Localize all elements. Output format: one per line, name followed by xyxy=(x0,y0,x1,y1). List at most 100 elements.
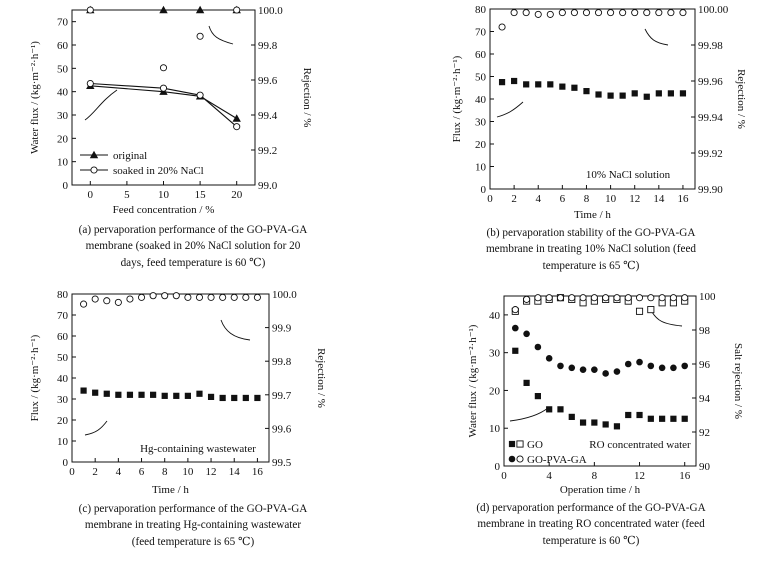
y-tick-label: 40 xyxy=(489,310,501,322)
data-point xyxy=(137,293,146,301)
x-tick-label: 4 xyxy=(535,193,541,205)
data-point xyxy=(92,389,99,396)
data-point xyxy=(173,392,180,399)
x-axis-label: Feed concentration / % xyxy=(113,204,215,216)
data-point xyxy=(636,411,643,419)
data-point xyxy=(195,293,204,301)
data-point xyxy=(655,90,662,97)
y-tick-label: 10 xyxy=(475,162,487,174)
y2-tick-label: 99.7 xyxy=(272,390,292,402)
caption-line: (a) pervaporation performance of the GO-… xyxy=(79,224,308,236)
plot-frame xyxy=(503,295,697,467)
arrow-pointer xyxy=(651,311,683,327)
arrow-pointer xyxy=(84,420,108,436)
data-point xyxy=(591,419,598,426)
x-tick-label: 14 xyxy=(653,193,665,205)
y2-tick-label: 99.0 xyxy=(258,180,278,192)
data-point xyxy=(667,90,674,97)
data-point xyxy=(126,295,134,303)
legend-marker xyxy=(90,166,98,174)
x-tick-label: 0 xyxy=(487,193,493,205)
x-tick-label: 16 xyxy=(679,470,691,482)
data-point xyxy=(579,366,587,373)
caption-line: temperature is 60 ℃) xyxy=(543,535,640,547)
data-point xyxy=(545,294,553,302)
y2-axis-label: Rejection / % xyxy=(315,348,327,408)
y-tick-label: 0 xyxy=(481,184,487,196)
y-tick-label: 80 xyxy=(475,4,487,16)
data-point xyxy=(510,9,518,17)
data-point xyxy=(523,295,531,303)
y2-tick-label: 99.90 xyxy=(698,184,723,196)
y-tick-label: 40 xyxy=(57,373,69,385)
data-point xyxy=(150,391,157,398)
data-point xyxy=(253,293,261,301)
caption-line: membrane in treating 10% NaCl solution (… xyxy=(486,243,696,255)
y-tick-label: 70 xyxy=(57,310,69,322)
legend-marker xyxy=(516,440,524,448)
y-tick-label: 40 xyxy=(475,94,487,106)
y2-tick-label: 99.2 xyxy=(258,145,277,157)
data-point xyxy=(184,392,191,399)
y2-axis-label: Salt rejection / % xyxy=(732,343,744,419)
y-tick-label: 30 xyxy=(475,117,487,129)
data-point xyxy=(159,64,168,72)
y2-tick-label: 99.92 xyxy=(698,148,723,160)
y2-tick-label: 90 xyxy=(699,461,711,473)
arrow-pointer xyxy=(208,25,234,45)
x-axis-label: Operation time / h xyxy=(560,484,641,496)
data-point xyxy=(647,415,654,422)
data-point xyxy=(138,391,145,398)
x-tick-label: 12 xyxy=(629,193,640,205)
data-point xyxy=(658,364,666,372)
data-point xyxy=(232,114,241,122)
x-tick-label: 0 xyxy=(501,470,507,482)
x-tick-label: 16 xyxy=(677,193,689,205)
data-point xyxy=(594,9,603,17)
data-point xyxy=(659,415,666,422)
data-point xyxy=(207,393,215,400)
data-point xyxy=(669,294,677,302)
y2-tick-label: 100.0 xyxy=(272,289,297,301)
data-point xyxy=(568,294,576,302)
x-tick-label: 16 xyxy=(252,466,264,478)
chart-panel-c: 0 2 4 6 8 10 12 14 16 0 10 20 30 40 50 60 70 80 99.5 99.6 99… xyxy=(29,289,327,548)
data-point xyxy=(595,91,602,98)
data-point xyxy=(582,9,591,17)
chart-panel-a: 0 5 10 15 20 0 10 20 30 40 50 60 70 99.0 99.2 99.4 99.6 9… xyxy=(29,5,313,269)
x-tick-label: 12 xyxy=(206,466,217,478)
data-point xyxy=(523,330,530,338)
data-point xyxy=(579,294,587,302)
data-point xyxy=(523,379,530,386)
data-point xyxy=(619,92,626,99)
data-point xyxy=(195,5,205,14)
data-point xyxy=(115,391,122,398)
data-point xyxy=(568,413,575,420)
data-point xyxy=(80,387,87,394)
data-point xyxy=(511,306,519,314)
y-tick-label: 50 xyxy=(57,63,69,75)
y2-tick-label: 99.96 xyxy=(698,76,723,88)
data-point xyxy=(635,294,644,302)
data-point xyxy=(613,423,621,430)
data-point xyxy=(631,9,639,17)
data-point xyxy=(545,355,553,362)
data-point xyxy=(196,390,203,397)
y-tick-label: 0 xyxy=(63,457,69,469)
data-point xyxy=(643,9,651,17)
data-point xyxy=(230,293,238,301)
data-point xyxy=(681,415,688,422)
data-point xyxy=(86,6,94,14)
data-point xyxy=(511,324,519,332)
data-point xyxy=(681,362,689,370)
plot-frame xyxy=(71,293,270,463)
data-point xyxy=(523,81,530,88)
data-point xyxy=(522,9,530,17)
y2-tick-label: 99.5 xyxy=(272,457,292,469)
data-point xyxy=(647,294,655,302)
legend-marker xyxy=(508,455,516,463)
data-point xyxy=(679,9,687,17)
data-point xyxy=(172,292,180,300)
y-tick-label: 70 xyxy=(475,27,487,39)
